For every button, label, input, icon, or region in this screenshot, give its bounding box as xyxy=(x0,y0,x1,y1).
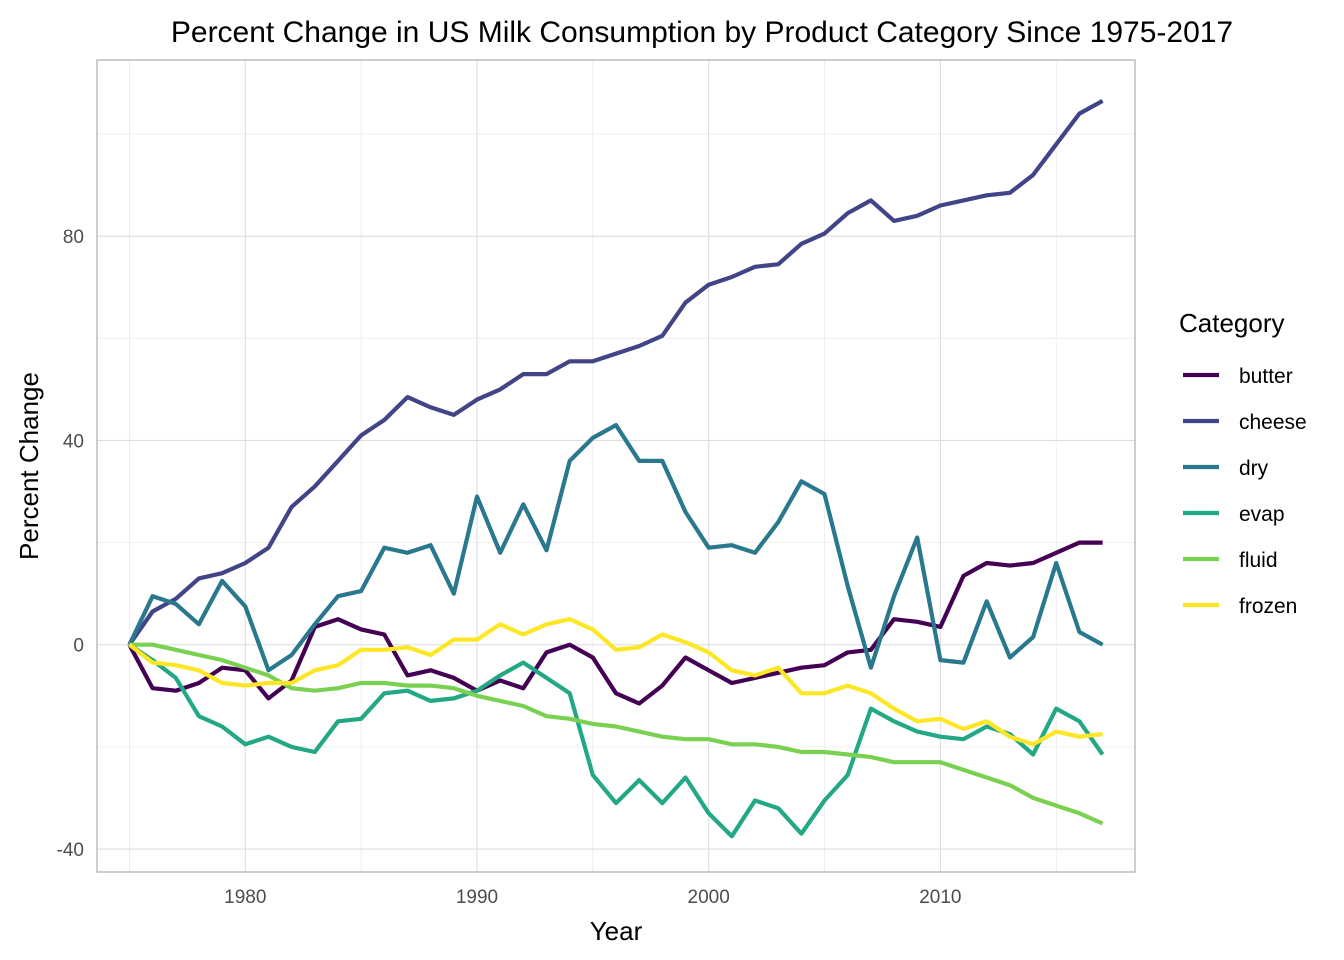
x-tick-label: 2010 xyxy=(919,887,961,908)
legend-item-frozen: frozen xyxy=(1183,595,1297,618)
series-line-fluid xyxy=(129,642,1104,826)
x-axis-title: Year xyxy=(590,916,643,946)
series-lines xyxy=(127,99,1105,839)
y-tick-label: 80 xyxy=(63,227,84,248)
series-line-evap xyxy=(128,642,1105,839)
legend-label-frozen: frozen xyxy=(1239,595,1297,618)
y-tick-label: 0 xyxy=(73,636,84,657)
series-line-butter xyxy=(127,540,1103,706)
legend-label-butter: butter xyxy=(1239,365,1293,388)
legend-item-evap: evap xyxy=(1183,503,1285,526)
x-tick-label: 2000 xyxy=(688,887,730,908)
series-line-frozen xyxy=(128,617,1103,747)
series-line-cheese xyxy=(127,99,1104,646)
axis-ticks: 1980 1990 2000 2010 -40 0 40 80 xyxy=(57,227,962,908)
legend-label-cheese: cheese xyxy=(1239,411,1307,434)
legend-label-evap: evap xyxy=(1239,503,1285,526)
x-tick-label: 1980 xyxy=(224,887,266,908)
y-axis-title: Percent Change xyxy=(14,372,44,560)
y-tick-label: 40 xyxy=(63,431,84,452)
chart-title: Percent Change in US Milk Consumption by… xyxy=(171,16,1233,49)
legend-item-dry: dry xyxy=(1183,457,1269,480)
legend-item-cheese: cheese xyxy=(1183,411,1307,434)
plot-panel-border xyxy=(96,59,1136,873)
legend-item-fluid: fluid xyxy=(1183,549,1278,572)
legend-label-dry: dry xyxy=(1239,457,1269,480)
y-tick-label: -40 xyxy=(57,840,84,861)
legend-label-fluid: fluid xyxy=(1239,549,1278,572)
series-line-dry xyxy=(127,423,1104,673)
legend-item-butter: butter xyxy=(1183,365,1293,388)
x-tick-label: 1990 xyxy=(456,887,498,908)
grid xyxy=(97,60,1135,872)
legend: Category butter cheese dry evap fluid frozen xyxy=(1179,308,1307,618)
legend-title: Category xyxy=(1179,308,1285,338)
